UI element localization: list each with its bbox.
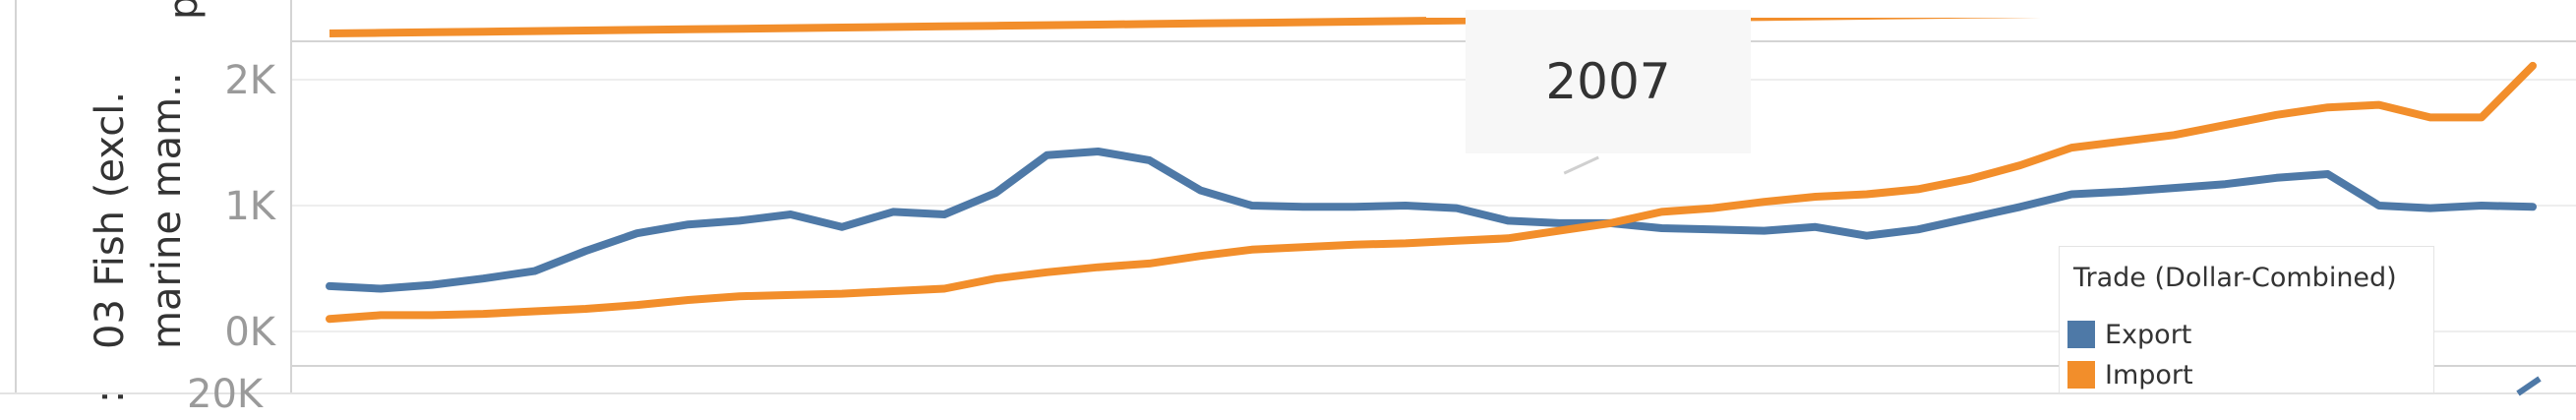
top-row-series [329, 0, 2576, 37]
tooltip-year: 2007 [1545, 53, 1671, 110]
y-tick-label: 2K [224, 58, 276, 103]
clipped-next-row-mark [2516, 376, 2542, 396]
row-label-line1: 03 Fish (excl. [88, 91, 133, 349]
y-tick-label: 1K [224, 184, 276, 229]
legend-item-import[interactable]: Import [2067, 358, 2193, 391]
legend-swatch-export [2067, 321, 2095, 348]
bottom-fragment-tick: 20K [187, 372, 265, 417]
legend-title: Trade (Dollar-Combined) [2073, 263, 2397, 293]
legend-item-export[interactable]: Export [2067, 318, 2191, 351]
series-line-import[interactable] [326, 61, 2537, 324]
legend-label-import: Import [2105, 359, 2193, 390]
y-tick-labels: 0K 1K 2K [224, 58, 276, 355]
tooltip: 2007 [1466, 10, 1751, 153]
series-line-export[interactable] [326, 148, 2537, 293]
series-lines [326, 61, 2537, 324]
legend-swatch-import [2067, 361, 2095, 389]
row-label-line2: marine mam.. [145, 72, 190, 349]
tooltip-pointer [1563, 155, 1599, 175]
row-label-top-fragment: p [161, 0, 207, 20]
y-tick-label: 0K [224, 310, 276, 355]
legend-label-export: Export [2105, 319, 2192, 350]
legend[interactable]: Trade (Dollar-Combined) Export Import [2059, 246, 2434, 393]
row-label-side-fragment: : [88, 390, 133, 403]
